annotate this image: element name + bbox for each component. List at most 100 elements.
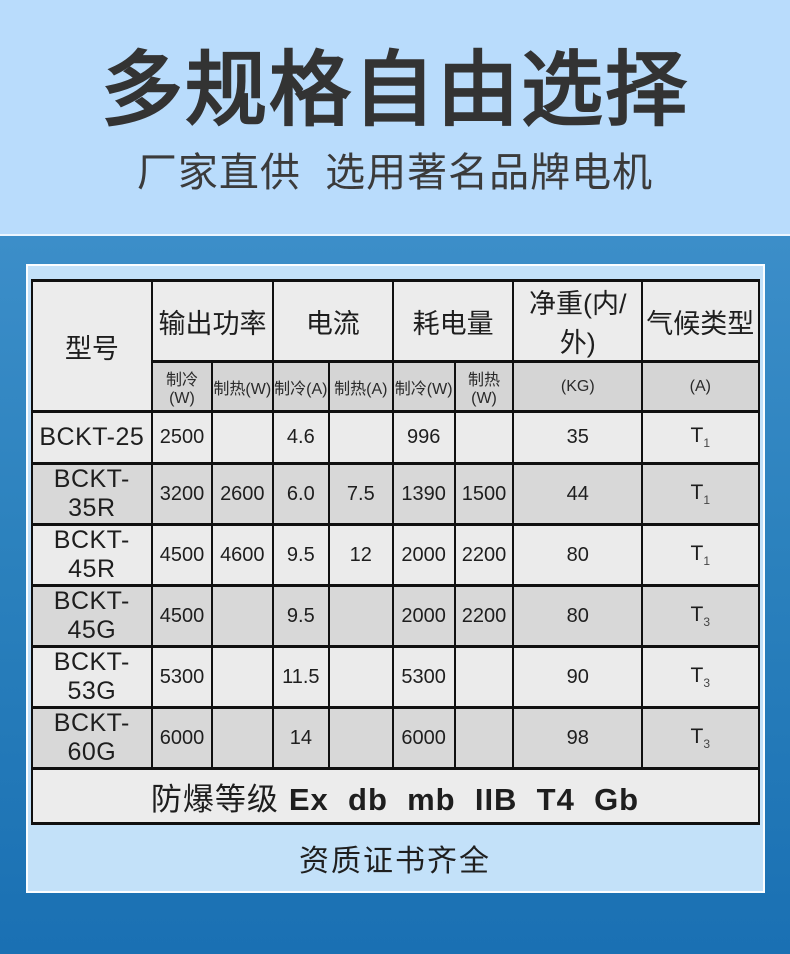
model-cell: BCKT-53G [30,645,154,709]
value-cell: 9.5 [271,584,330,648]
value-cell: 1500 [453,462,515,526]
page-title: 多规格自由选择 [100,45,689,136]
value-cell: 14 [271,706,330,770]
header-model: 型号 [30,279,154,413]
model-cell: BCKT-45R [30,523,154,587]
header-net-weight: 净重(内/外) [512,279,644,363]
climate-base: T [690,602,704,626]
climate-cell: T3 [641,706,760,770]
value-cell: 9.5 [271,523,330,587]
value-cell [327,645,394,709]
subheader-kg: (KG) [512,360,644,413]
header-row-subs: 制冷(W) 制热(W) 制冷(A) 制热(A) 制冷(W) 制热(W) (KG)… [32,360,760,413]
value-cell: 5300 [151,645,213,709]
value-cell: 80 [512,584,644,648]
spec-table-footer: 防爆等级 Ex db mb IIB T4 Gb [30,767,760,825]
value-cell: 996 [391,410,456,465]
certificate-text: 资质证书齐全 [299,845,491,878]
value-cell: 4.6 [271,410,330,465]
value-cell: 4600 [210,523,274,587]
subheader-cooling-a: 制冷(A) [271,360,330,413]
model-cell: BCKT-60G [30,706,154,770]
value-cell: 2600 [210,462,274,526]
explosion-grade-code: Ex db mb IIB T4 Gb [288,781,640,817]
value-cell [210,410,274,465]
value-cell: 1390 [391,462,456,526]
explosion-grade-cell: 防爆等级 Ex db mb IIB T4 Gb [30,767,760,825]
value-cell: 2200 [453,523,515,587]
climate-base: T [690,424,704,448]
value-cell: 35 [512,410,644,465]
value-cell [210,645,274,709]
value-cell: 6000 [151,706,213,770]
table-row: BCKT-60G 6000 14 6000 98 T3 [30,706,760,770]
header-row-groups: 型号 输出功率 电流 耗电量 净重(内/外) 气候类型 [30,279,760,413]
climate-subscript: 3 [703,676,711,691]
climate-cell: T1 [641,462,760,526]
value-cell [210,584,274,648]
subheader-heating-w: 制热(W) [210,360,274,413]
page-subtitle: 厂家直供 选用著名品牌电机 [136,151,654,196]
value-cell [453,645,515,709]
value-cell: 7.5 [327,462,394,526]
spec-table-body: BCKT-25 2500 4.6 996 35 T1 BCKT-35R 3200 2600 6.0… [30,410,760,770]
explosion-grade-row: 防爆等级 Ex db mb IIB T4 Gb [30,767,760,825]
value-cell [327,584,394,648]
page-background: 型号 输出功率 电流 耗电量 净重(内/外) 气候类型 制冷(W) 制热(W) … [0,236,790,954]
value-cell [327,706,394,770]
hero-banner: 多规格自由选择 厂家直供 选用著名品牌电机 [0,0,790,236]
certificate-band: 资质证书齐全 [31,825,760,891]
climate-base: T [690,724,704,748]
climate-subscript: 1 [703,493,711,508]
value-cell [327,410,394,465]
value-cell: 2200 [453,584,515,648]
spec-table-header: 型号 输出功率 电流 耗电量 净重(内/外) 气候类型 制冷(W) 制热(W) … [30,279,760,413]
climate-base: T [690,663,704,687]
subheader-consumption-heating: 制热(W) [453,360,515,413]
value-cell: 4500 [151,584,213,648]
climate-base: T [690,480,704,504]
value-cell: 5300 [391,645,456,709]
table-row: BCKT-25 2500 4.6 996 35 T1 [30,410,760,465]
explosion-grade-label: 防爆等级 [150,781,279,817]
value-cell: 12 [327,523,394,587]
value-cell: 11.5 [271,645,330,709]
value-cell [453,706,515,770]
value-cell: 6.0 [271,462,330,526]
subheader-consumption-cooling: 制冷(W) [391,360,456,413]
climate-cell: T1 [641,410,760,465]
climate-subscript: 1 [703,554,711,569]
subheader-heating-a: 制热(A) [327,360,394,413]
model-cell: BCKT-45G [30,584,154,648]
climate-subscript: 3 [703,737,711,752]
value-cell: 90 [512,645,644,709]
model-cell: BCKT-25 [30,410,154,465]
value-cell: 3200 [151,462,213,526]
climate-subscript: 3 [703,615,711,630]
spec-card: 型号 输出功率 电流 耗电量 净重(内/外) 气候类型 制冷(W) 制热(W) … [25,264,765,893]
value-cell: 98 [512,706,644,770]
climate-subscript: 1 [703,436,711,451]
value-cell [210,706,274,770]
subheader-cooling-w: 制冷(W) [151,360,213,413]
model-cell: BCKT-35R [30,462,154,526]
subheader-climate-a: (A) [641,360,760,413]
value-cell: 2000 [391,523,456,587]
header-consumption: 耗电量 [391,279,515,363]
table-row: BCKT-53G 5300 11.5 5300 90 T3 [30,645,760,709]
value-cell: 4500 [151,523,213,587]
table-row: BCKT-35R 3200 2600 6.0 7.5 1390 1500 44 T1 [30,462,760,526]
value-cell: 6000 [391,706,456,770]
climate-cell: T3 [641,584,760,648]
climate-cell: T1 [641,523,760,587]
value-cell: 2000 [391,584,456,648]
header-output-power: 输出功率 [151,279,274,363]
table-row: BCKT-45G 4500 9.5 2000 2200 80 T3 [30,584,760,648]
header-climate-type: 气候类型 [641,279,760,363]
value-cell: 2500 [151,410,213,465]
table-row: BCKT-45R 4500 4600 9.5 12 2000 2200 80 T1 [30,523,760,587]
header-current: 电流 [271,279,394,363]
value-cell [453,410,515,465]
climate-base: T [690,541,704,565]
climate-cell: T3 [641,645,760,709]
